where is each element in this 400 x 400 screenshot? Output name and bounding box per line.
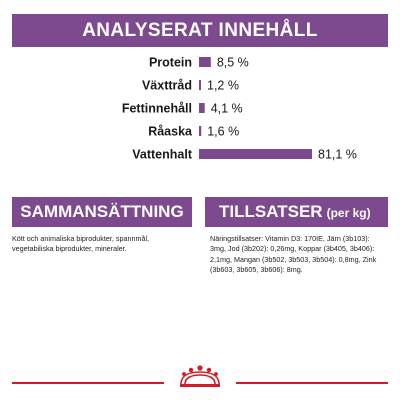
composition-text: Kött och animaliska biprodukter, spannmå… — [12, 234, 150, 254]
category-label: Vattenhalt — [132, 148, 193, 162]
additives-title-suffix: (per kg) — [326, 206, 371, 220]
category-label: Växttråd — [142, 79, 192, 93]
bar — [199, 126, 202, 136]
value-label: 1,6 % — [207, 125, 239, 139]
value-label: 1,2 % — [207, 79, 239, 93]
analysis-banner: ANALYSERAT INNEHÅLL — [12, 14, 388, 47]
category-label: Råaska — [148, 125, 193, 139]
crown-icon — [180, 365, 220, 387]
category-label: Fettinnehåll — [122, 102, 192, 116]
chart-marks: Protein 8,5 % Växttråd 1,2 % Fettinnehåll 4,1… — [122, 56, 357, 162]
composition-banner: SAMMANSÄTTNING — [12, 197, 192, 227]
analysis-title: ANALYSERAT INNEHÅLL — [82, 19, 318, 41]
additives-banner: TILLSATSER (per kg) — [205, 197, 388, 227]
bar — [199, 149, 312, 159]
additives-text: Näringstillsatser: Vitamin D3: 170IE, Jä… — [210, 234, 377, 275]
value-label: 8,5 % — [217, 56, 249, 70]
additives-title: TILLSATSER — [219, 202, 323, 221]
value-label: 81,1 % — [318, 148, 357, 162]
bar — [199, 80, 201, 90]
composition-title: SAMMANSÄTTNING — [20, 202, 184, 221]
bar — [199, 57, 211, 67]
bar — [199, 103, 205, 113]
analysis-bar-chart: Protein 8,5 % Växttråd 1,2 % Fettinnehåll 4,1… — [122, 56, 357, 162]
royal-canin-logo — [164, 362, 236, 392]
category-label: Protein — [149, 56, 192, 70]
value-label: 4,1 % — [211, 102, 243, 116]
